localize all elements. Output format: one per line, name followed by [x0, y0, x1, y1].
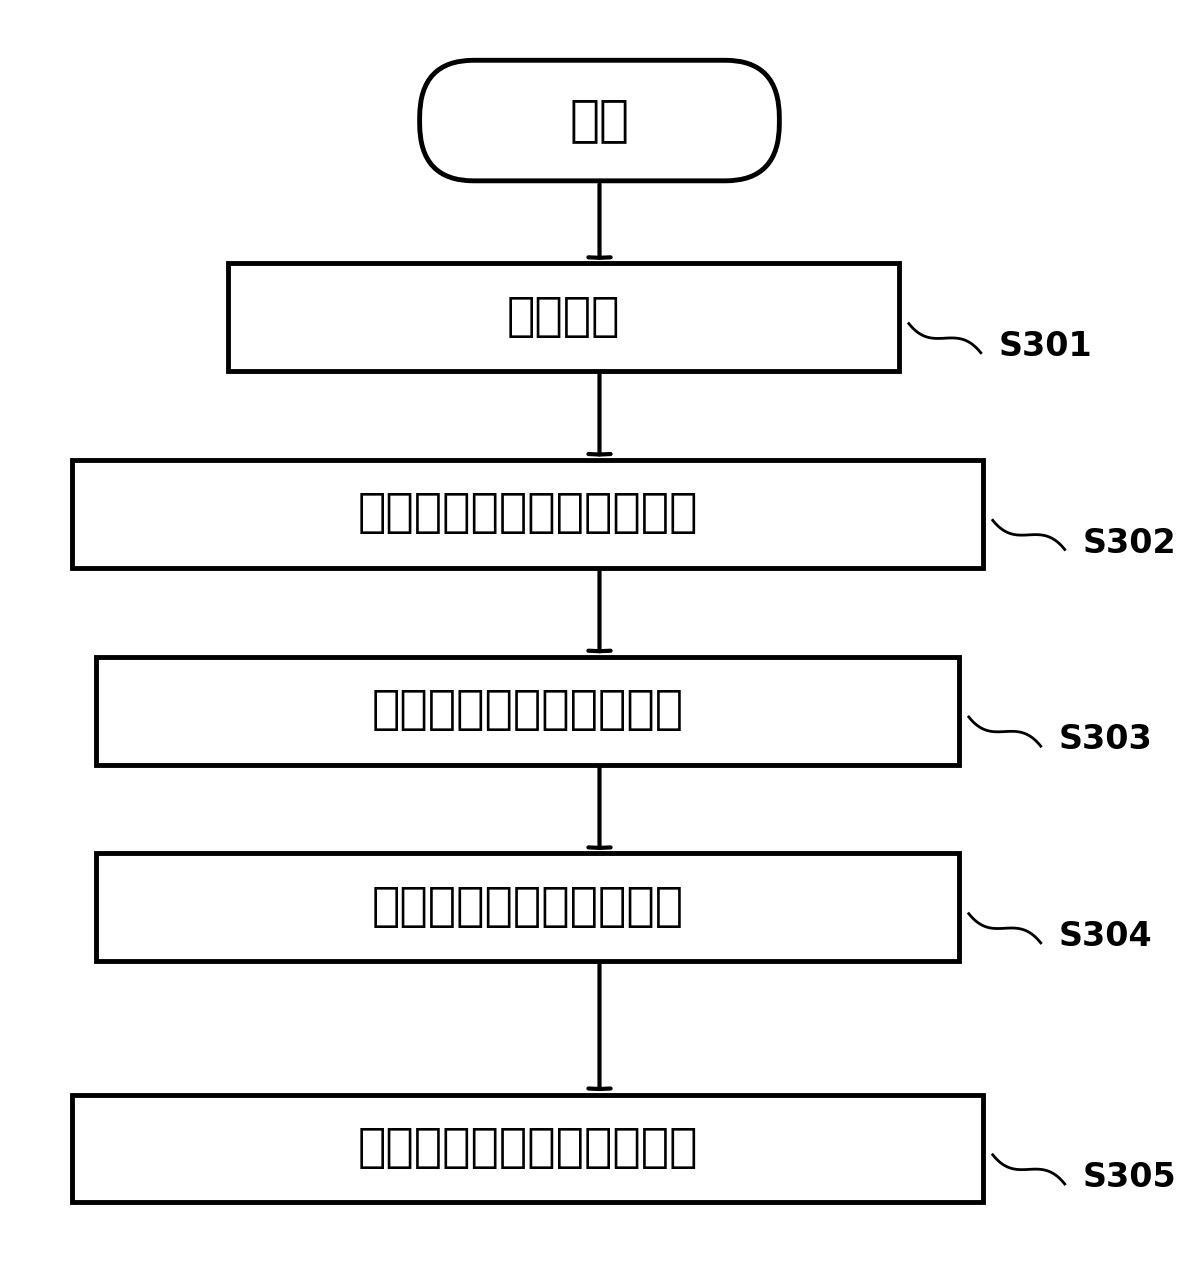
Bar	[228, 264, 899, 371]
Text: 确定图像中的测光计量区域: 确定图像中的测光计量区域	[357, 491, 698, 537]
Text: S301: S301	[999, 330, 1092, 363]
Text: 计算计量区域中的计量值: 计算计量区域中的计量值	[372, 688, 683, 733]
Text: S303: S303	[1059, 723, 1152, 756]
FancyBboxPatch shape	[420, 60, 779, 180]
Bar	[72, 1094, 983, 1203]
Text: 根据计量值调整相机参数: 根据计量值调整相机参数	[372, 884, 683, 930]
Bar	[72, 461, 983, 569]
Bar	[96, 657, 959, 764]
Text: 开始: 开始	[570, 96, 629, 145]
Bar	[96, 853, 959, 962]
Text: S304: S304	[1059, 920, 1152, 953]
Text: S302: S302	[1083, 527, 1176, 560]
Text: S305: S305	[1083, 1161, 1176, 1194]
Text: 采集图像: 采集图像	[507, 294, 620, 340]
Text: 基于调整后的参数采集图像: 基于调整后的参数采集图像	[357, 1126, 698, 1171]
